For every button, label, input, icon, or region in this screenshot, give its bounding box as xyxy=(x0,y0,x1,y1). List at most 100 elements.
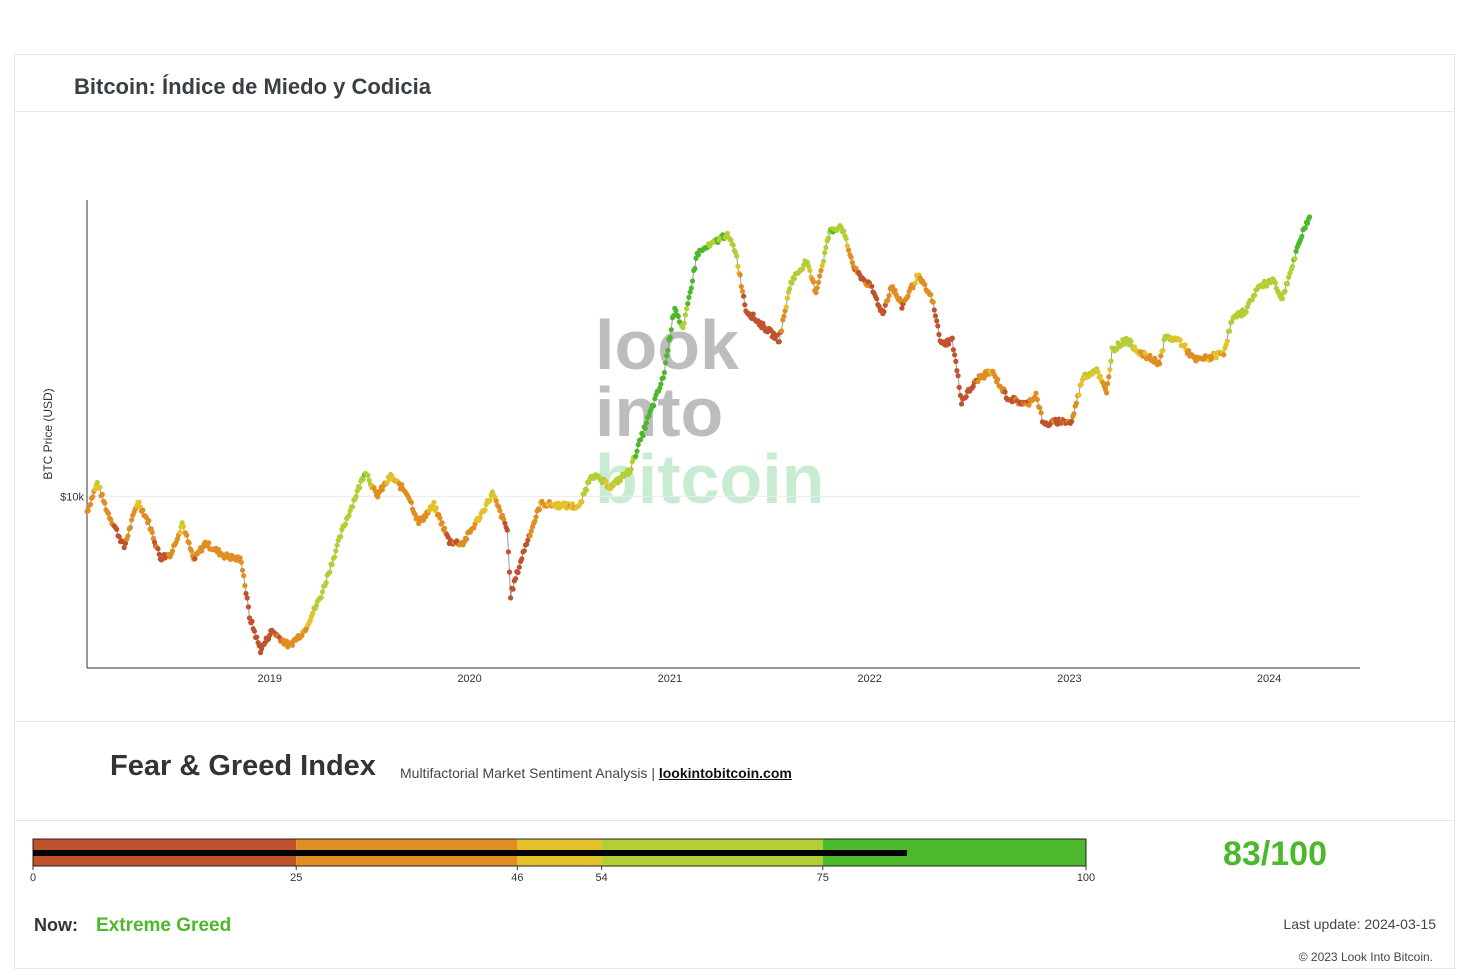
score-point xyxy=(1227,328,1233,334)
score-point xyxy=(333,548,339,554)
score-point xyxy=(912,280,918,286)
price-chart[interactable]: look into bitcoin BTC Price (USD) $10k 2… xyxy=(15,112,1454,721)
score-point xyxy=(174,536,180,542)
score-point xyxy=(365,472,371,479)
score-point xyxy=(1182,342,1188,348)
score-point xyxy=(1152,355,1158,361)
score-point xyxy=(685,301,691,307)
score-point xyxy=(789,280,795,286)
now-label: Now: xyxy=(34,915,78,935)
copyright: © 2023 Look Into Bitcoin. xyxy=(1298,950,1433,964)
score-point xyxy=(99,491,105,497)
score-point xyxy=(1073,400,1079,406)
gauge-tick-label: 0 xyxy=(30,872,36,884)
score-point xyxy=(350,504,356,510)
score-point xyxy=(739,288,746,294)
score-point xyxy=(399,482,405,488)
score-point xyxy=(121,545,127,551)
score-point xyxy=(975,379,981,385)
score-point xyxy=(817,273,823,279)
score-point xyxy=(471,525,477,531)
score-point xyxy=(1252,292,1258,298)
score-point xyxy=(108,516,114,523)
score-point xyxy=(1160,347,1166,354)
score-point xyxy=(177,529,183,536)
score-point xyxy=(1307,214,1313,220)
score-point xyxy=(633,453,639,459)
score-point xyxy=(1104,390,1110,396)
score-point xyxy=(668,327,674,333)
watermark-line-1: look xyxy=(595,306,739,384)
score-point xyxy=(814,285,820,291)
score-point xyxy=(664,353,670,359)
score-point xyxy=(433,505,439,511)
score-point xyxy=(956,384,962,390)
score-point xyxy=(267,632,273,639)
score-point xyxy=(1299,233,1305,239)
score-value: 83/100 xyxy=(1223,835,1327,873)
score-point xyxy=(464,536,470,542)
score-point xyxy=(338,534,344,540)
score-point xyxy=(497,508,503,514)
score-point xyxy=(501,516,507,522)
gauge-tick-label: 46 xyxy=(511,872,523,884)
watermark: look into bitcoin xyxy=(595,306,824,518)
score-point xyxy=(1076,392,1082,398)
score-point xyxy=(94,479,100,486)
gauge-value-bar xyxy=(33,850,907,856)
score-point xyxy=(946,341,952,347)
score-point xyxy=(822,250,828,256)
score-point xyxy=(638,437,644,443)
score-point xyxy=(1282,288,1288,294)
score-point xyxy=(1071,411,1077,417)
score-point xyxy=(1034,396,1040,403)
score-point xyxy=(254,634,260,640)
score-point xyxy=(581,491,587,497)
score-point xyxy=(689,278,696,284)
score-point xyxy=(807,267,813,273)
score-point xyxy=(1293,248,1299,254)
score-point xyxy=(1289,263,1296,269)
score-point xyxy=(1177,337,1183,343)
score-point xyxy=(249,618,255,624)
score-point xyxy=(899,305,905,311)
score-point xyxy=(239,567,246,573)
page-title: Bitcoin: Índice de Miedo y Codicia xyxy=(74,74,431,99)
score-point xyxy=(687,289,693,295)
x-tick-label: 2022 xyxy=(857,673,881,685)
score-point xyxy=(869,283,875,289)
score-point xyxy=(634,448,640,454)
score-point xyxy=(692,266,698,272)
score-point xyxy=(524,541,530,547)
score-point xyxy=(661,369,668,376)
score-point xyxy=(774,332,780,338)
score-point xyxy=(1002,389,1008,395)
lookintobitcoin-link[interactable]: lookintobitcoin.com xyxy=(658,765,792,781)
score-point xyxy=(642,425,648,431)
fear-greed-gauge: 0 25 46 54 75 100 xyxy=(30,838,1095,884)
score-point xyxy=(431,499,437,505)
score-point xyxy=(657,385,663,391)
score-point xyxy=(1069,418,1075,424)
score-point xyxy=(874,296,880,302)
score-point xyxy=(950,347,957,353)
score-point xyxy=(728,237,734,243)
score-point xyxy=(1292,256,1298,262)
score-point xyxy=(738,283,744,290)
score-point xyxy=(955,373,961,379)
score-point xyxy=(825,235,832,241)
score-point xyxy=(652,396,658,402)
score-point xyxy=(1209,354,1216,360)
score-point xyxy=(970,383,976,389)
score-point xyxy=(815,279,822,285)
score-point xyxy=(375,494,381,500)
score-point xyxy=(515,569,521,576)
score-point xyxy=(245,604,251,610)
score-point xyxy=(244,595,250,601)
score-point xyxy=(810,279,817,285)
score-point xyxy=(686,294,692,300)
score-point xyxy=(243,590,249,597)
score-point xyxy=(129,517,135,523)
score-point xyxy=(886,293,892,299)
score-point xyxy=(583,487,590,493)
